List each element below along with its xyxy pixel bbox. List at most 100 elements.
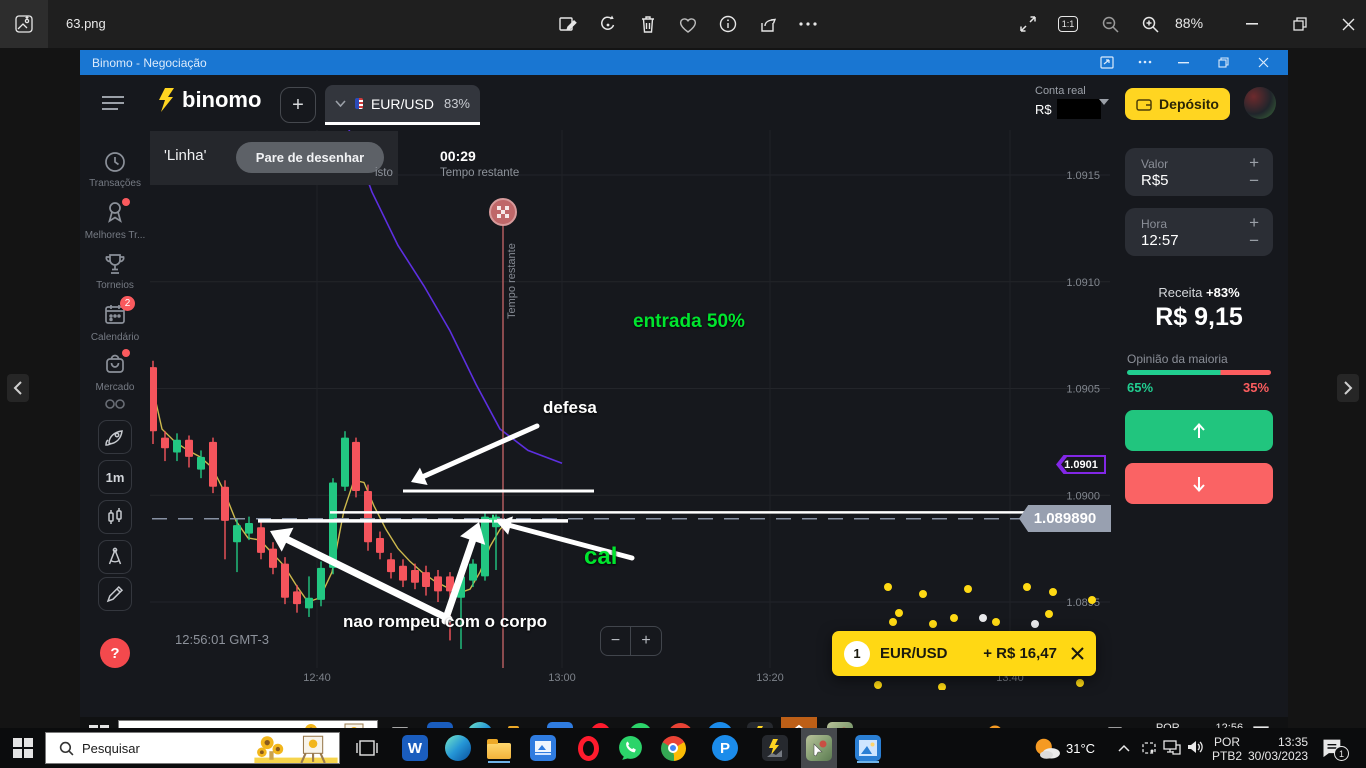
drawing-tools-button[interactable]: [98, 577, 132, 611]
info-button[interactable]: [708, 7, 748, 41]
taskbar-app-chrome[interactable]: [665, 720, 695, 728]
tray-chevron-icon[interactable]: [1118, 744, 1130, 752]
time-field[interactable]: Hora 12:57 + −: [1125, 208, 1273, 256]
window-minimize-icon[interactable]: [1178, 62, 1189, 64]
rotate-button[interactable]: [588, 7, 628, 41]
window-close-icon[interactable]: [1258, 57, 1269, 68]
clock-indicator[interactable]: 12:5630/03/2023: [1215, 722, 1244, 728]
taskbar-app-opera[interactable]: [573, 733, 603, 763]
notification-center-icon[interactable]: 1: [1322, 738, 1349, 761]
taskbar-app-edge[interactable]: [465, 720, 495, 728]
time-decrease-button[interactable]: −: [1249, 231, 1259, 250]
sidebar-item-calendar[interactable]: 2 Calendário: [90, 296, 140, 343]
annotation-arrow: [284, 536, 453, 623]
zoom-in-button[interactable]: [1130, 7, 1170, 41]
popout-icon[interactable]: [1100, 56, 1114, 69]
notification-dot: [122, 198, 130, 206]
favorite-button[interactable]: [668, 7, 708, 41]
account-selector[interactable]: Conta real R$: [1035, 85, 1101, 119]
strategies-tool-button[interactable]: [98, 420, 132, 454]
taskbar-app-ring-app[interactable]: [781, 717, 817, 728]
menu-button[interactable]: [100, 95, 126, 111]
weather-icon[interactable]: [985, 724, 1011, 728]
taskbar-app-chart-app[interactable]: [760, 733, 790, 763]
temperature: 31°C: [1066, 741, 1096, 756]
share-button[interactable]: [748, 7, 788, 41]
link-icon[interactable]: [105, 399, 125, 409]
restore-button[interactable]: [1280, 7, 1320, 41]
amount-field[interactable]: Valor R$5 + −: [1125, 148, 1273, 196]
banner-close-icon[interactable]: [1071, 647, 1084, 660]
taskbar-app-opera[interactable]: [585, 720, 615, 728]
close-button[interactable]: [1328, 7, 1366, 41]
taskbar-app-whatsapp[interactable]: [615, 733, 645, 763]
tray-snip-icon[interactable]: [1141, 740, 1157, 756]
account-caret-icon[interactable]: [1099, 99, 1109, 105]
trade-result-banner[interactable]: 1 EUR/USD + R$ 16,47: [832, 631, 1096, 676]
taskbar-app-movies-tv[interactable]: [545, 720, 575, 728]
taskbar-app-word[interactable]: W: [425, 720, 455, 728]
weather-icon[interactable]: [1033, 737, 1061, 761]
sidebar-item-top-traders[interactable]: Melhores Tr...: [80, 198, 150, 241]
taskbar-app-chrome[interactable]: [658, 733, 688, 763]
edit-image-button[interactable]: [548, 7, 588, 41]
taskbar-app-file-explorer[interactable]: [484, 733, 514, 763]
taskbar-app-pay[interactable]: P: [710, 733, 740, 763]
start-button[interactable]: [88, 724, 110, 728]
taskbar-app-task-view[interactable]: [352, 733, 382, 763]
stop-drawing-button[interactable]: Pare de desenhar: [236, 142, 384, 173]
taskbar-app-word[interactable]: W: [400, 733, 430, 763]
avatar[interactable]: [1244, 87, 1276, 119]
amount-increase-button[interactable]: +: [1249, 153, 1259, 172]
delete-button[interactable]: [628, 7, 668, 41]
timeframe-button[interactable]: 1m: [98, 460, 132, 494]
taskbar-app-edge[interactable]: [443, 733, 473, 763]
time-increase-button[interactable]: +: [1249, 213, 1259, 232]
binomo-logo[interactable]: binomo: [158, 87, 261, 113]
tray-volume-icon[interactable]: [1187, 739, 1204, 755]
search-box[interactable]: Pesquisar: [118, 720, 378, 728]
chart-type-button[interactable]: [98, 500, 132, 534]
taskbar-app-screenshot-tool[interactable]: [825, 720, 855, 728]
chart-zoom-in-button[interactable]: +: [631, 626, 662, 656]
taskbar-app-movies-tv[interactable]: [528, 733, 558, 763]
support-button[interactable]: ?: [100, 638, 130, 668]
asset-tab[interactable]: EUR/USD 83%: [325, 85, 480, 125]
window-more-icon[interactable]: [1138, 60, 1152, 64]
taskbar-app-file-explorer[interactable]: [505, 720, 535, 728]
tray-network-icon[interactable]: [1163, 740, 1181, 755]
window-restore-icon[interactable]: [1218, 57, 1229, 68]
put-button[interactable]: [1125, 463, 1273, 504]
indicators-button[interactable]: [98, 540, 132, 574]
sidebar-item-market[interactable]: Mercado: [80, 349, 150, 393]
taskbar-app-task-view[interactable]: [385, 720, 415, 728]
taskbar-app-chart-app[interactable]: [745, 720, 775, 728]
taskbar-app-photos[interactable]: [853, 733, 883, 763]
sidebar-item-tournaments[interactable]: Torneios: [80, 252, 150, 291]
taskbar-app-screenshot-tool[interactable]: [801, 728, 837, 768]
zoom-out-button[interactable]: [1090, 7, 1130, 41]
photos-app-button[interactable]: [0, 0, 48, 48]
deposit-button[interactable]: Depósito: [1125, 88, 1230, 120]
clock-indicator[interactable]: 13:35 30/03/2023: [1248, 735, 1309, 763]
actual-size-button[interactable]: 1:1: [1048, 7, 1088, 41]
candle: [481, 516, 489, 577]
add-asset-button[interactable]: +: [280, 87, 316, 123]
fullscreen-button[interactable]: [1008, 7, 1048, 41]
previous-photo-button[interactable]: [7, 374, 29, 402]
amount-decrease-button[interactable]: −: [1249, 171, 1259, 190]
notification-center-icon[interactable]: 1: [1252, 725, 1272, 728]
taskbar-app-pay[interactable]: P: [705, 720, 735, 728]
chart-zoom-out-button[interactable]: −: [600, 626, 631, 656]
search-box[interactable]: Pesquisar: [45, 732, 340, 764]
start-button[interactable]: [12, 737, 34, 759]
call-button[interactable]: [1125, 410, 1273, 451]
more-button[interactable]: [788, 7, 828, 41]
taskbar-app-whatsapp[interactable]: [625, 720, 655, 728]
next-photo-button[interactable]: [1337, 374, 1359, 402]
minimize-button[interactable]: [1232, 7, 1272, 41]
sidebar-item-transactions[interactable]: Transações: [80, 150, 150, 189]
